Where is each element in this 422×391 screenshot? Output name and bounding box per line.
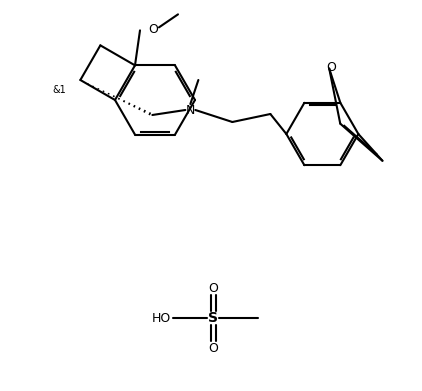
Text: O: O	[326, 61, 336, 74]
Text: HO: HO	[152, 312, 171, 325]
Text: &1: &1	[53, 85, 66, 95]
Text: O: O	[208, 282, 218, 294]
Text: S: S	[208, 311, 218, 325]
Text: O: O	[148, 23, 158, 36]
Text: N: N	[186, 104, 195, 117]
Text: O: O	[208, 341, 218, 355]
